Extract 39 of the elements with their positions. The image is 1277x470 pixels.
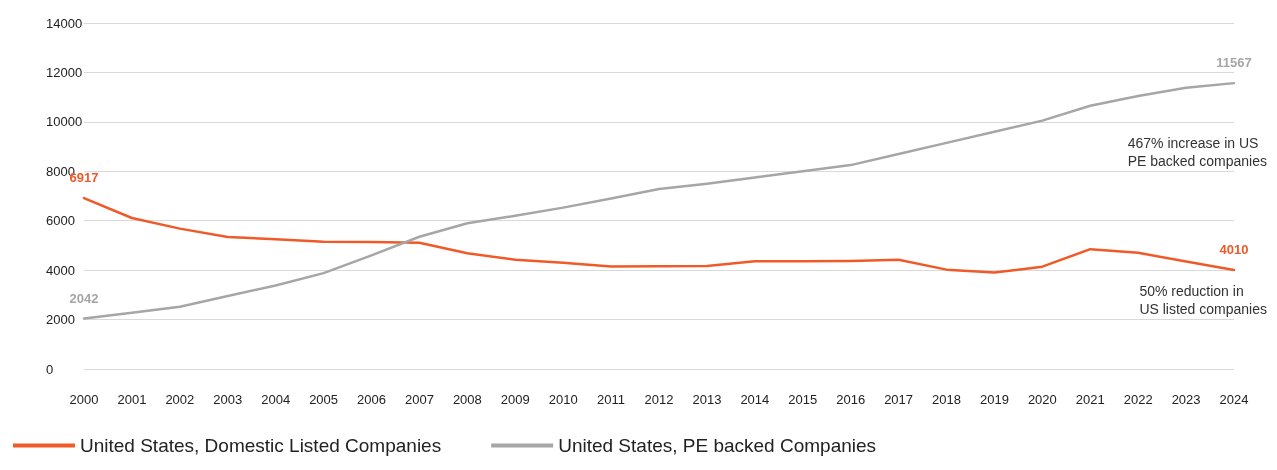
x-tick-label: 2008 (452, 392, 482, 407)
x-tick-label: 2010 (548, 392, 578, 407)
x-tick-label: 2006 (357, 392, 386, 407)
x-tick-label: 2000 (69, 392, 99, 407)
y-tick-label: 14000 (46, 15, 83, 31)
data-label: 2042 (69, 290, 99, 306)
x-tick-label: 2015 (788, 392, 818, 407)
x-tick-label: 2003 (213, 392, 243, 407)
x-tick-label: 2009 (500, 392, 530, 407)
x-tick-label: 2007 (404, 392, 434, 407)
y-tick-label: 12000 (46, 64, 83, 80)
data-label: 11567 (1216, 55, 1252, 71)
x-tick-label: 2020 (1027, 392, 1057, 407)
x-tick-label: 2016 (836, 392, 866, 407)
y-tick-label: 4000 (46, 262, 75, 278)
legend-label: United States, PE backed Companies (558, 435, 877, 456)
annotation: 467% increase in US PE backed companies (1127, 135, 1268, 169)
x-tick-label: 2017 (884, 392, 914, 407)
x-tick-label: 2024 (1219, 392, 1249, 407)
y-tick-label: 2000 (46, 312, 75, 328)
annotation: 50% reduction in US listed companies (1139, 283, 1268, 317)
y-tick-label: 6000 (46, 213, 75, 229)
x-tick-label: 2022 (1123, 392, 1153, 407)
data-label: 4010 (1219, 241, 1249, 257)
x-tick-label: 2023 (1171, 392, 1201, 407)
x-tick-label: 2004 (261, 392, 291, 407)
x-tick-label: 2002 (165, 392, 195, 407)
x-tick-label: 2021 (1075, 392, 1105, 407)
y-tick-label: 10000 (46, 114, 83, 130)
x-tick-label: 2014 (740, 392, 770, 407)
y-tick-label: 0 (46, 361, 54, 377)
x-tick-label: 2013 (692, 392, 722, 407)
x-tick-label: 2012 (644, 392, 674, 407)
legend-label: United States, Domestic Listed Companies (80, 435, 442, 456)
x-tick-label: 2005 (309, 392, 339, 407)
x-tick-label: 2001 (117, 392, 147, 407)
x-tick-label: 2018 (932, 392, 961, 407)
x-tick-label: 2019 (979, 392, 1009, 407)
x-tick-label: 2011 (597, 392, 626, 407)
